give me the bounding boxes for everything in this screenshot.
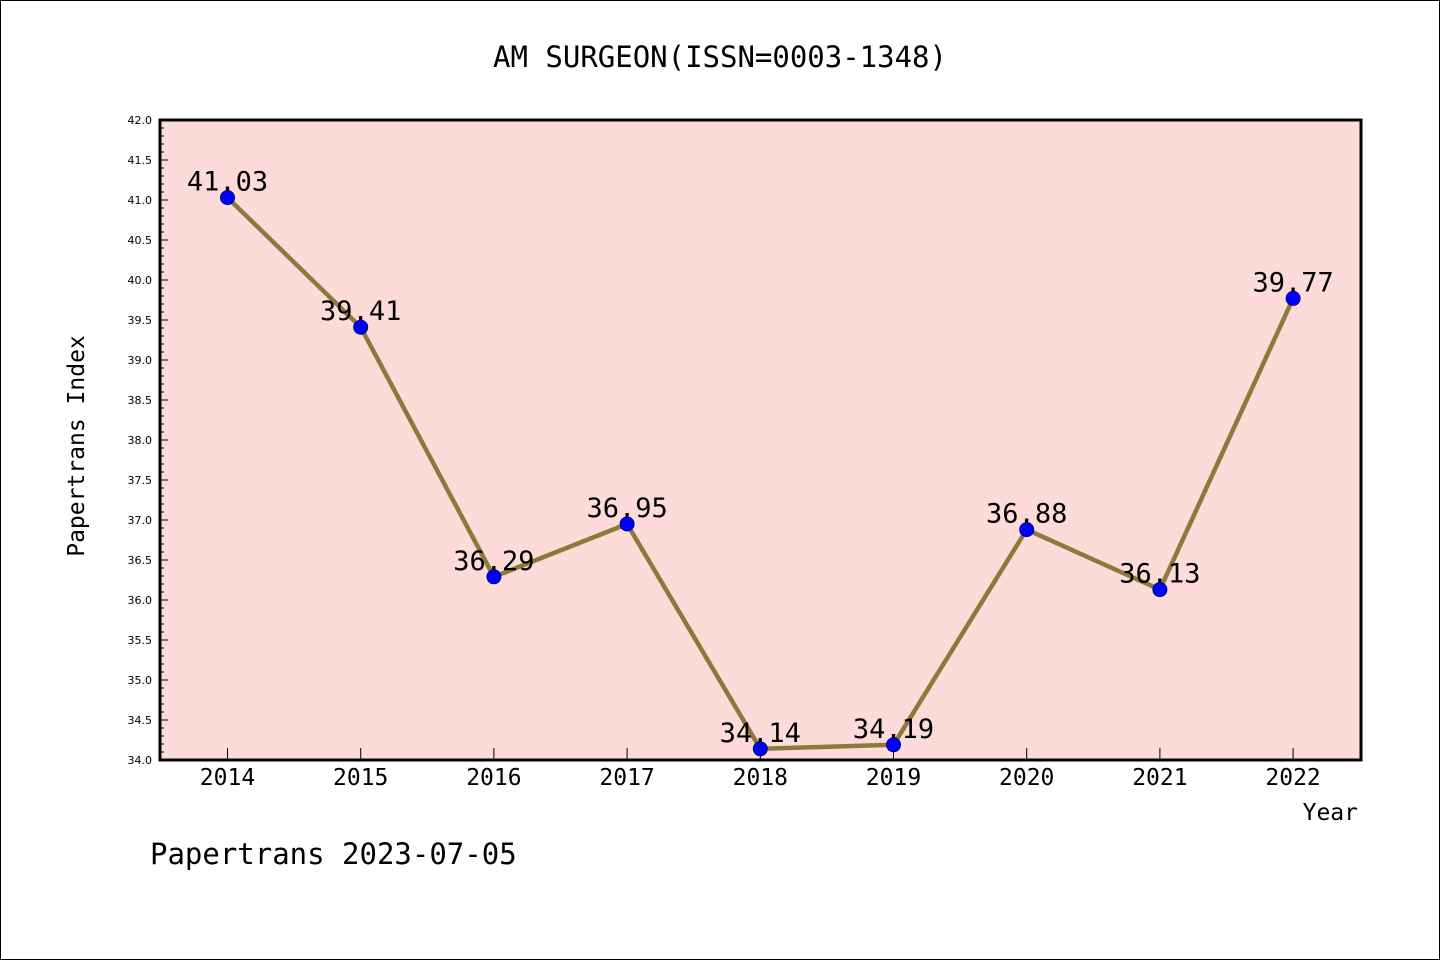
data-label-2017: 36.95 (586, 493, 667, 524)
footer-text: Papertrans 2023-07-05 (150, 837, 517, 871)
marker-group (220, 190, 1301, 757)
x-axis: 2014 2015 2016 2017 2018 2019 2020 2021 2022 (200, 748, 1321, 791)
y-tick-label: 39.5 (128, 314, 153, 327)
x-tick-label: 2015 (333, 765, 388, 791)
x-tick-label: 2019 (866, 765, 921, 791)
data-label-2016: 36.29 (453, 546, 534, 577)
y-tick-label: 36.5 (128, 554, 153, 567)
data-point-2015 (353, 319, 369, 335)
x-tick-label: 2022 (1265, 765, 1320, 791)
data-label-2021: 36.13 (1119, 559, 1200, 590)
data-point-2017 (619, 516, 635, 532)
data-point-2020 (1019, 522, 1035, 538)
y-tick-label: 35.5 (128, 634, 153, 647)
x-tick-label: 2018 (733, 765, 788, 791)
data-point-2019 (886, 737, 901, 753)
data-label-group: 41.03 39.41 36.29 36.95 34.14 34.19 36.88 36.13… (187, 167, 1334, 749)
x-tick-label: 2021 (1132, 765, 1187, 791)
data-point-2022 (1285, 290, 1301, 306)
data-point-2018 (752, 741, 768, 757)
data-point-2014 (220, 190, 235, 206)
plot-area (160, 120, 1361, 760)
x-tick-label: 2016 (466, 765, 521, 791)
y-tick-label: 40.0 (128, 274, 153, 287)
y-tick-label: 40.5 (128, 234, 153, 247)
x-tick-label: 2020 (999, 765, 1054, 791)
plot-frame (158, 118, 1363, 762)
x-axis-label: Year (1303, 800, 1358, 826)
y-tick-label: 39.0 (128, 354, 153, 367)
data-label-2020: 36.88 (986, 499, 1067, 530)
y-tick-label: 35.0 (128, 674, 153, 687)
y-tick-label: 34.0 (128, 754, 153, 767)
y-tick-label: 37.0 (128, 514, 153, 527)
y-axis: 34.0 34.5 35.0 35.5 36.0 36.5 37.0 37.5 38.0 38.5… (128, 114, 168, 767)
data-point-2021 (1152, 582, 1168, 598)
y-tick-label: 38.5 (128, 394, 153, 407)
y-tick-label: 34.5 (128, 714, 153, 727)
x-tick-label: 2014 (200, 765, 255, 791)
y-tick-label: 37.5 (128, 474, 153, 487)
data-label-2019: 34.19 (853, 714, 934, 745)
y-tick-label: 42.0 (128, 114, 153, 127)
data-label-2022: 39.77 (1252, 267, 1333, 298)
x-tick-label: 2017 (599, 765, 654, 791)
data-label-2015: 39.41 (320, 296, 401, 327)
y-axis-label: Papertrans Index (64, 335, 90, 557)
y-tick-label: 41.0 (128, 194, 153, 207)
y-tick-label: 38.0 (128, 434, 153, 447)
data-point-2016 (486, 569, 502, 585)
y-tick-label: 36.0 (128, 594, 153, 607)
data-label-2014: 41.03 (187, 167, 268, 198)
y-tick-label: 41.5 (128, 154, 153, 167)
data-label-2018: 34.14 (720, 718, 801, 749)
chart-title: AM SURGEON(ISSN=0003-1348) (493, 40, 947, 74)
